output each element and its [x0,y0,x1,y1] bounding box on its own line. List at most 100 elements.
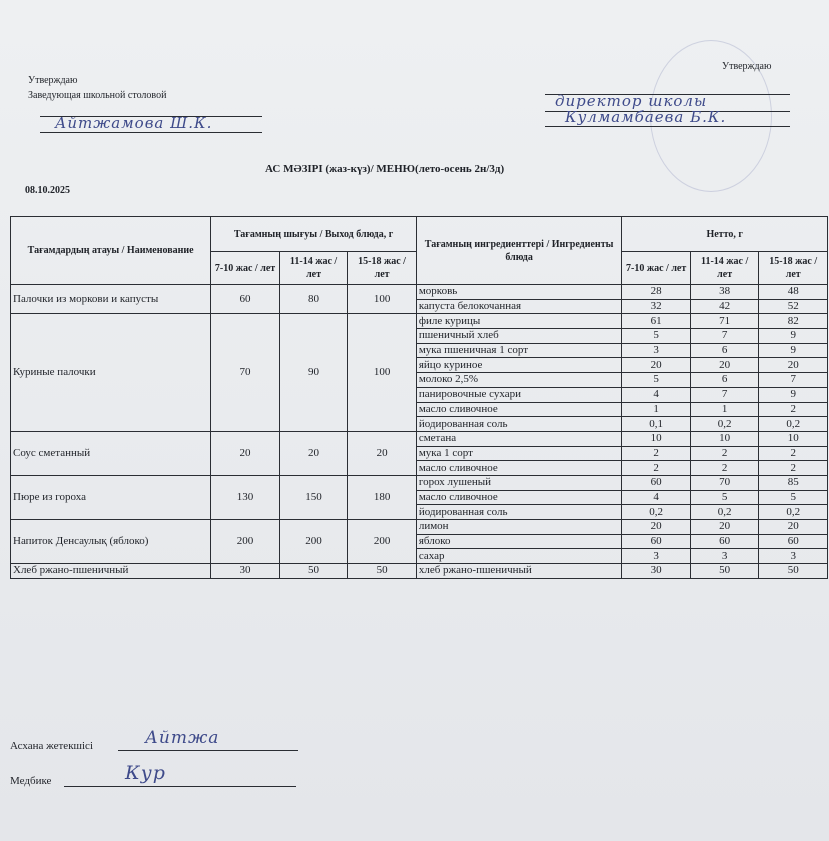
ingredient-name: сметана [415,430,623,447]
ingredient-name: яблоко [415,533,623,550]
dish-output-1: 20 [210,430,280,476]
table-row: мука 1 сорт 2 2 2 [11,445,828,462]
dish-output-3: 20 [347,430,417,476]
ingredient-netto-1: 20 [621,357,691,374]
ingredient-name: масло сливочное [415,401,623,418]
ingredient-name: сахар [415,548,623,565]
ingredient-name: капуста белокочанная [415,298,623,315]
ingredient-netto-2: 5 [689,489,760,506]
table-row: яйцо куриное 20 20 20 [11,357,828,374]
header-netto-age-1: 7-10 жас / лет [621,251,691,285]
ingredient-netto-1: 3 [621,342,691,359]
table-row: пшеничный хлеб 5 7 9 [11,328,828,344]
ingredient-netto-2: 3 [689,548,760,565]
ingredient-name: йодированная соль [415,416,623,432]
header-name: Тағамдардың атауы / Наименование [9,216,212,285]
table-row: Соус сметанный 20 20 20 сметана 10 10 10 [9,430,828,476]
ingredient-netto-2: 70 [689,474,760,491]
ingredient-netto-2: 7 [689,328,760,344]
ingredient-netto-1: 32 [621,298,691,315]
page-title: АС МӘЗІРІ (жаз-күз)/ МЕНЮ(лето-осень 2н/… [265,163,505,175]
approval-left-signature: Айтжамова Ш.К. [55,114,213,132]
approval-right-signature-2: Кулмамбаева Б.К. [565,108,727,126]
table-row: Напиток Денсаулық (яблоко) 200 200 200 лимон… [9,518,828,565]
ingredient-name: морковь [415,284,623,300]
table-row: капуста белокочанная 32 42 52 [11,298,828,315]
ingredient-netto-3: 85 [758,474,828,491]
ingredient-name: масло сливочное [415,460,623,476]
ingredient-netto-3: 9 [758,386,828,403]
table-row: Хлеб ржано-пшеничный 30 50 50 хлеб ржано-пше… [9,563,828,579]
approval-left-label: Утверждаю [28,75,78,86]
dish-output-2: 20 [278,430,349,476]
ingredient-name: горох лушеный [415,474,623,491]
dish-output-2: 50 [278,563,349,579]
ingredient-netto-2: 6 [689,372,760,388]
ingredient-netto-3: 20 [758,519,828,535]
nurse-signature: Кур [125,762,166,784]
cook-label: Асхана жетекшісі [10,740,93,752]
menu-date: 08.10.2025 [25,185,70,196]
header-netto: Нетто, г [621,216,828,252]
ingredient-netto-3: 3 [758,548,828,565]
ingredient-netto-2: 0,2 [689,504,760,520]
ingredient-netto-3: 10 [758,430,828,447]
table-row: Палочки из моркови и капусты 60 80 100 морко… [9,283,828,315]
dish-output-1: 70 [210,313,280,432]
ingredient-netto-3: 0,2 [758,504,828,520]
ingredient-netto-1: 2 [621,445,691,462]
dish-output-2: 150 [278,474,349,521]
table-row: масло сливочное 1 1 2 [11,401,828,418]
table-row: йодированная соль 0,1 0,2 0,2 [11,416,828,432]
ingredient-netto-2: 60 [689,533,760,550]
ingredient-netto-3: 9 [758,342,828,359]
ingredient-netto-1: 30 [621,563,691,579]
ingredient-netto-1: 28 [621,284,691,300]
ingredient-netto-1: 2 [621,460,691,476]
ingredient-netto-3: 20 [758,357,828,374]
ingredient-netto-3: 5 [758,489,828,506]
header-ingredients: Тағамның ингредиенттері / Ингредиенты бл… [415,216,623,285]
dish-output-3: 50 [347,563,417,579]
ingredient-netto-2: 10 [689,430,760,447]
dish-output-2: 80 [278,283,349,315]
ingredient-netto-3: 82 [758,313,828,330]
nurse-label: Медбике [10,775,52,787]
ingredient-netto-2: 38 [689,284,760,300]
ingredient-netto-3: 9 [758,328,828,344]
ingredient-netto-2: 20 [689,357,760,374]
ingredient-name: яйцо куриное [415,357,623,374]
header-output-age-1: 7-10 жас / лет [210,251,280,285]
ingredient-netto-1: 10 [621,430,691,447]
dish-output-3: 180 [347,474,417,521]
dish-output-1: 130 [210,474,280,521]
header-netto-age-2: 11-14 жас / лет [689,251,760,285]
ingredient-netto-1: 5 [621,372,691,388]
ingredient-netto-1: 1 [621,401,691,418]
header-netto-age-3: 15-18 жас / лет [758,251,828,285]
table-row: Куриные палочки 70 90 100 филе курицы 61 71 82 [9,313,828,432]
dish-output-2: 200 [278,518,349,565]
ingredient-netto-1: 4 [621,386,691,403]
ingredient-name: лимон [415,519,623,535]
table-row: Пюре из гороха 130 150 180 горох лушеный 60 70… [9,474,828,521]
header-output-age-3: 15-18 жас / лет [347,251,417,285]
dish-name: Соус сметанный [9,430,212,476]
ingredient-netto-2: 2 [689,460,760,476]
ingredient-name: хлеб ржано-пшеничный [415,563,623,579]
table-row: масло сливочное 4 5 5 [11,489,828,506]
ingredient-netto-2: 7 [689,386,760,403]
ingredient-name: йодированная соль [415,504,623,520]
ingredient-netto-1: 0,1 [621,416,691,432]
ingredient-netto-2: 42 [689,298,760,315]
dish-output-1: 30 [210,563,280,579]
table-row: панировочные сухари 4 7 9 [11,386,828,403]
dish-name: Хлеб ржано-пшеничный [9,563,212,579]
dish-name: Напиток Денсаулық (яблоко) [9,518,212,565]
header-output: Тағамның шығуы / Выход блюда, г [210,216,417,252]
ingredient-name: пшеничный хлеб [415,328,623,344]
ingredient-netto-3: 48 [758,284,828,300]
ingredient-netto-2: 6 [689,342,760,359]
dish-output-1: 200 [210,518,280,565]
ingredient-netto-1: 60 [621,474,691,491]
